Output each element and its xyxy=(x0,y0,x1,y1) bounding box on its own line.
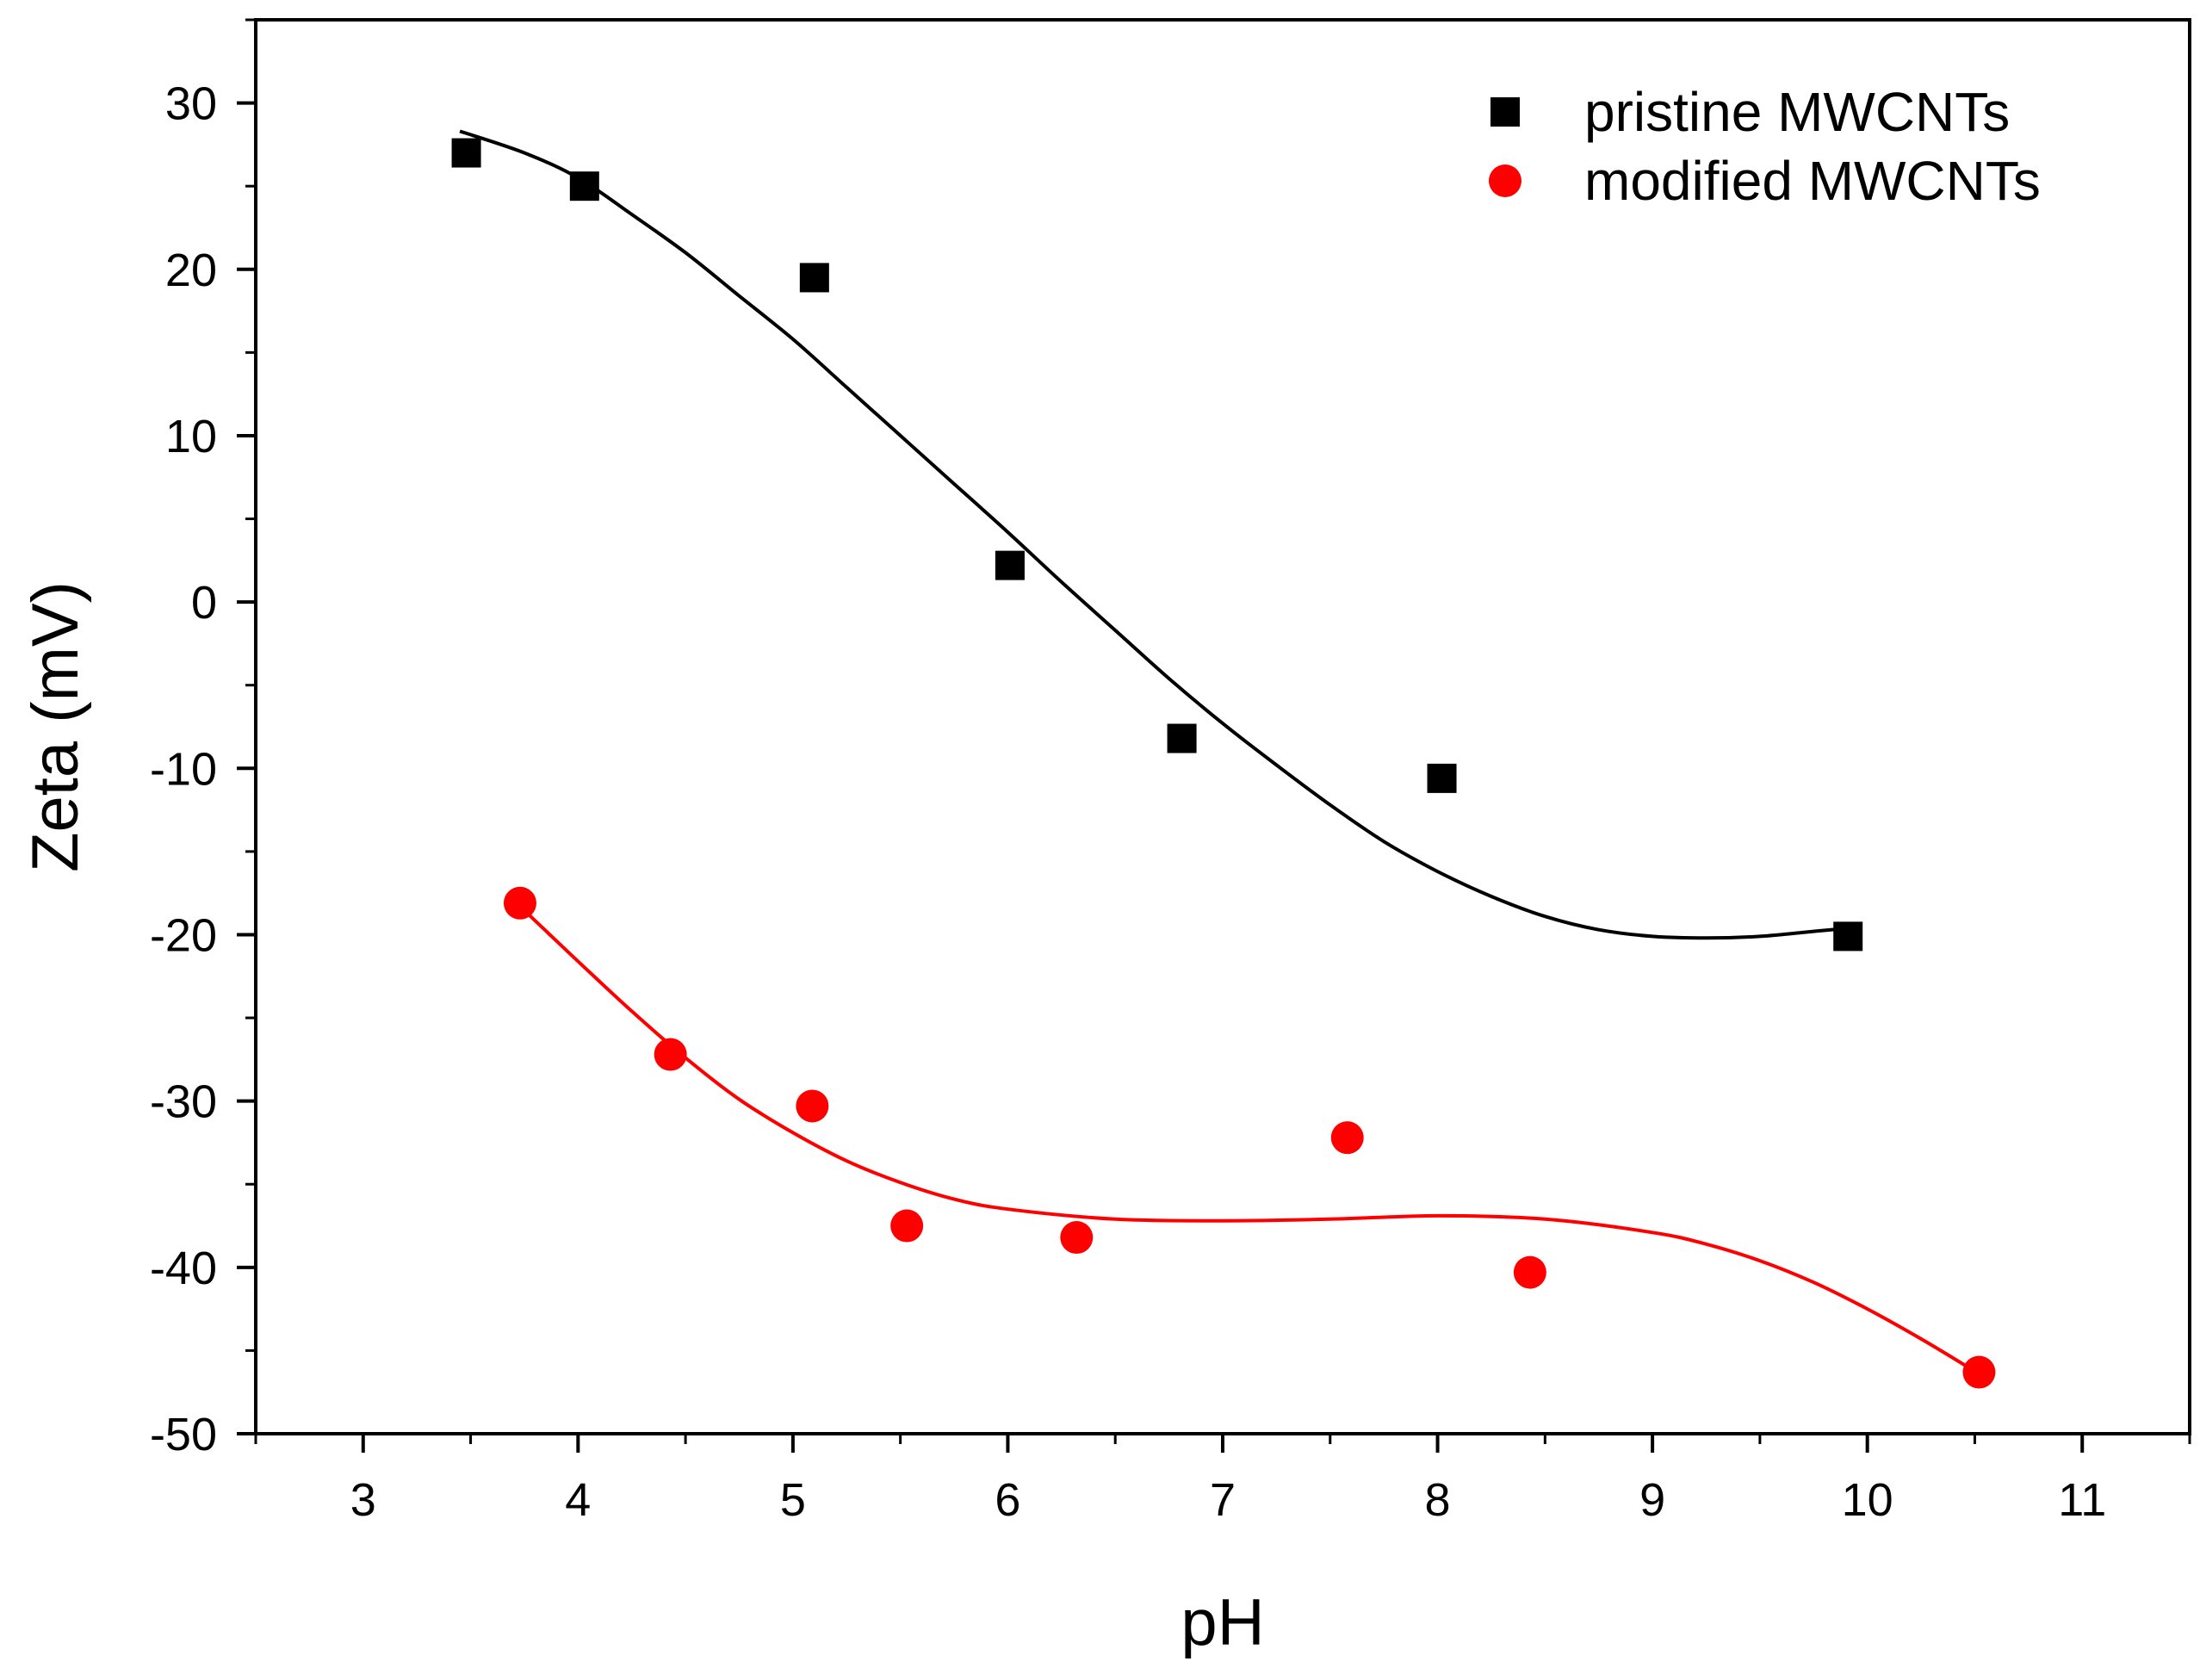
x-tick-label: 5 xyxy=(780,1474,806,1526)
pristine-data-point xyxy=(799,263,829,293)
legend-label-modified: modified MWCNTs xyxy=(1584,150,2041,212)
modified-data-point xyxy=(890,1209,924,1243)
data-markers xyxy=(451,138,1996,1389)
pristine-data-point xyxy=(1167,723,1197,753)
pristine-data-point xyxy=(1427,763,1457,793)
fit-curves xyxy=(459,129,1980,1376)
y-tick-label: 30 xyxy=(165,78,217,130)
modified-data-point xyxy=(654,1038,687,1071)
y-tick-label: -40 xyxy=(150,1243,217,1294)
y-tick-label: -30 xyxy=(150,1076,217,1128)
x-tick-label: 7 xyxy=(1210,1474,1236,1526)
modified-data-point xyxy=(503,886,536,920)
axis-ticks: 3 4 5 6 7 8 9 10 11 30 20 10 0 -10 -20 -30 -40 -50 xyxy=(150,18,2191,1526)
legend: pristine MWCNTs modified MWCNTs xyxy=(1489,81,2041,212)
x-tick-label: 11 xyxy=(2058,1474,2106,1526)
modified-data-point xyxy=(1330,1121,1364,1155)
modified-data-point xyxy=(796,1089,829,1123)
modified-data-point xyxy=(1513,1255,1546,1289)
x-axis-title: pH xyxy=(1181,1586,1264,1659)
pristine-data-point xyxy=(569,171,599,201)
modified-fit-curve xyxy=(518,905,1980,1376)
legend-label-pristine: pristine MWCNTs xyxy=(1584,81,2010,143)
pristine-data-point xyxy=(451,138,481,168)
modified-data-point xyxy=(1962,1355,1996,1389)
y-tick-label: -50 xyxy=(150,1409,217,1460)
y-tick-label: 0 xyxy=(191,577,217,629)
x-tick-label: 6 xyxy=(995,1474,1020,1526)
y-tick-label: 10 xyxy=(165,411,217,462)
modified-data-point xyxy=(1060,1221,1094,1255)
x-tick-label: 4 xyxy=(565,1474,591,1526)
y-tick-label: -10 xyxy=(150,743,217,795)
legend-circle-marker xyxy=(1489,164,1521,197)
x-tick-label: 8 xyxy=(1425,1474,1451,1526)
pristine-data-point xyxy=(1833,921,1863,952)
pristine-fit-curve xyxy=(459,129,1850,940)
x-tick-label: 10 xyxy=(1842,1474,1893,1526)
legend-square-marker xyxy=(1490,97,1520,127)
y-axis-title: Zeta (mV) xyxy=(19,581,92,872)
pristine-data-point xyxy=(995,550,1025,580)
y-tick-label: -20 xyxy=(150,909,217,961)
x-tick-label: 9 xyxy=(1639,1474,1665,1526)
x-tick-label: 3 xyxy=(350,1474,376,1526)
y-tick-label: 20 xyxy=(165,245,217,296)
